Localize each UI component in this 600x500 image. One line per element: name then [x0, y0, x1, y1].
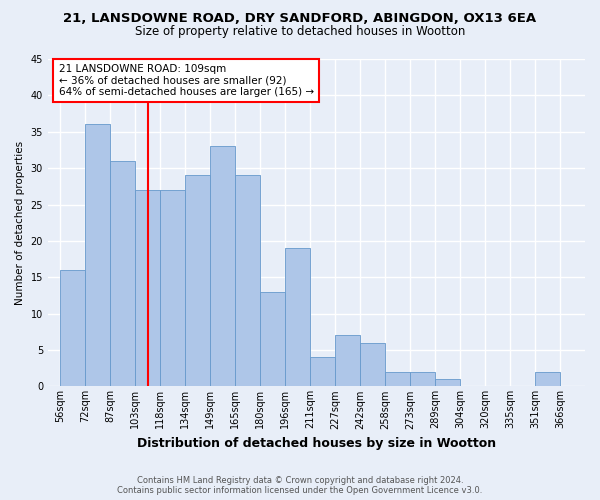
Bar	[285, 248, 310, 386]
Text: Size of property relative to detached houses in Wootton: Size of property relative to detached ho…	[135, 25, 465, 38]
Bar	[85, 124, 110, 386]
Bar	[136, 190, 160, 386]
Bar	[410, 372, 435, 386]
Bar	[360, 342, 385, 386]
Bar	[61, 270, 85, 386]
Bar	[385, 372, 410, 386]
Bar	[260, 292, 285, 386]
Text: Contains HM Land Registry data © Crown copyright and database right 2024.
Contai: Contains HM Land Registry data © Crown c…	[118, 476, 482, 495]
Bar	[110, 161, 136, 386]
Bar	[235, 176, 260, 386]
Bar	[535, 372, 560, 386]
Text: 21 LANSDOWNE ROAD: 109sqm
← 36% of detached houses are smaller (92)
64% of semi-: 21 LANSDOWNE ROAD: 109sqm ← 36% of detac…	[59, 64, 314, 97]
Bar	[335, 336, 360, 386]
Bar	[185, 176, 210, 386]
Bar	[310, 358, 335, 386]
Y-axis label: Number of detached properties: Number of detached properties	[15, 140, 25, 305]
Bar	[210, 146, 235, 386]
Bar	[160, 190, 185, 386]
Text: 21, LANSDOWNE ROAD, DRY SANDFORD, ABINGDON, OX13 6EA: 21, LANSDOWNE ROAD, DRY SANDFORD, ABINGD…	[64, 12, 536, 26]
Bar	[435, 379, 460, 386]
X-axis label: Distribution of detached houses by size in Wootton: Distribution of detached houses by size …	[137, 437, 496, 450]
